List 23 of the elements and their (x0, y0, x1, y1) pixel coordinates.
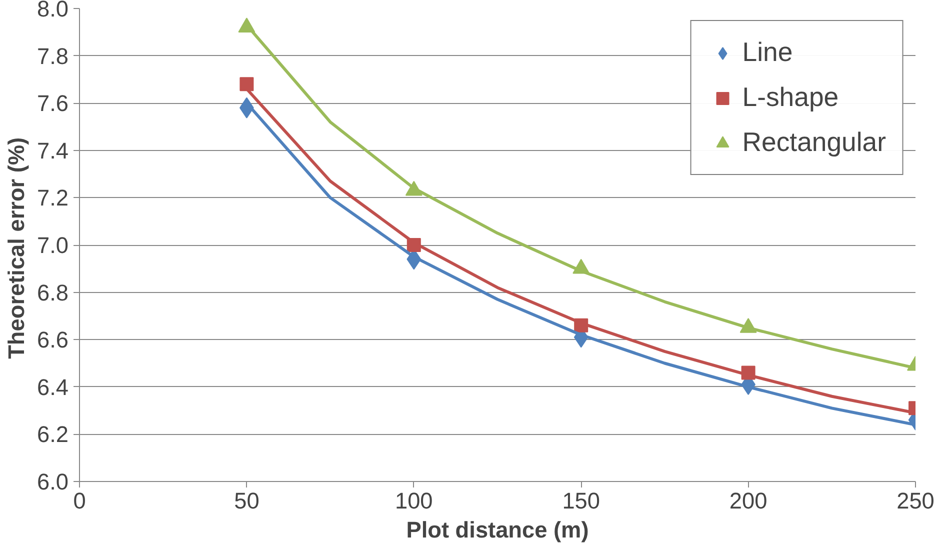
x-tick-label: 150 (562, 488, 600, 514)
x-tick-label: 50 (234, 488, 260, 514)
y-tick-label: 7.8 (37, 42, 69, 69)
x-tick-label: 200 (729, 488, 768, 514)
y-tick-label: 6.4 (37, 374, 69, 400)
x-tick-label: 0 (73, 488, 86, 514)
y-tick-label: 7.6 (37, 90, 69, 116)
y-tick-label: 6.0 (37, 468, 69, 494)
legend-label: L-shape (742, 82, 839, 113)
legend-label: Line (742, 37, 793, 68)
y-tick-label: 7.4 (37, 137, 69, 164)
x-tick-label: 250 (896, 488, 934, 514)
x-axis-title: Plot distance (m) (406, 516, 589, 542)
y-tick-label: 6.8 (37, 279, 69, 306)
point (240, 77, 254, 92)
y-tick-label: 7.0 (37, 232, 69, 258)
y-tick-label: 6.6 (37, 326, 69, 353)
legend-label: Rectangular (742, 127, 886, 158)
x-tick-label: 100 (395, 488, 433, 514)
y-tick-label: 7.2 (37, 184, 69, 211)
y-tick-label: 6.2 (37, 421, 69, 448)
y-tick-label: 8.0 (37, 0, 69, 22)
y-axis-title: Theoretical error (%) (3, 137, 30, 359)
